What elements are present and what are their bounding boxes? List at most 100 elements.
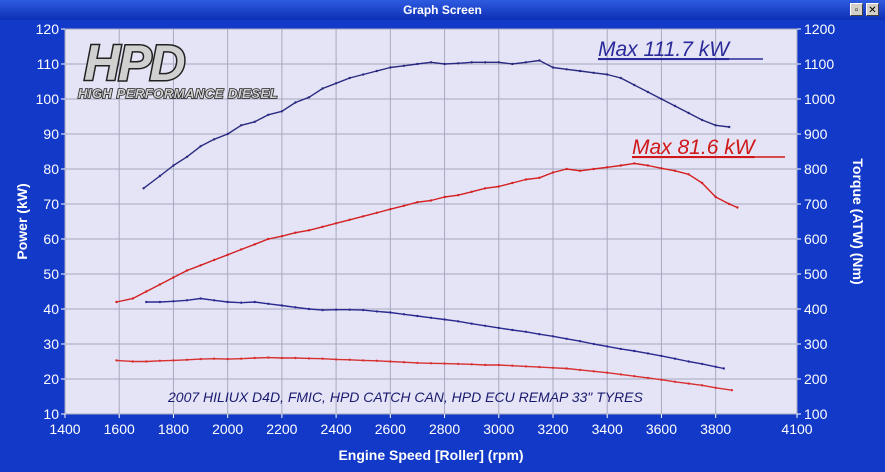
annotation-vehicle-description: 2007 HILIUX D4D, FMIC, HPD CATCH CAN, HP… [167,389,644,405]
plot-area [64,28,798,415]
data-point [714,195,717,199]
data-point [172,359,175,362]
data-point [673,169,677,172]
y-tick-label: 90 [43,126,59,142]
data-point [429,61,433,64]
data-point [660,167,663,170]
y2-tick-label: 600 [804,231,828,247]
close-icon[interactable]: ✕ [866,3,879,16]
y-tick-label: 40 [43,301,59,317]
data-point [185,155,189,158]
x-tick-label: 3400 [592,421,623,437]
data-point [416,201,419,204]
data-point [321,308,324,312]
data-point [443,62,446,66]
data-point [226,357,229,361]
data-point [633,349,636,353]
data-point [334,308,338,311]
data-point [497,326,500,330]
x-tick-label: 1400 [49,421,80,437]
x-tick-label: 1800 [158,421,189,437]
y2-tick-label: 400 [804,301,828,317]
annotation-max-torque-power: Max 111.7 kW [598,38,731,61]
data-point [307,229,311,232]
data-point [158,359,162,362]
data-point [578,340,582,343]
y2-tick-label: 900 [804,126,828,142]
data-point [497,61,500,64]
data-point [714,386,717,389]
data-point [646,164,650,167]
data-point [348,308,351,311]
data-point [145,360,148,363]
data-point [538,333,541,336]
data-point [687,382,690,385]
x-tick-label: 2200 [266,421,297,437]
data-point [728,202,731,206]
data-point [730,389,734,392]
restore-icon[interactable]: ▫ [850,3,863,16]
x-tick-label: 2800 [429,421,460,437]
y2-tick-label: 500 [804,266,828,282]
data-point [402,313,406,316]
data-point [728,125,731,129]
data-point [185,299,189,302]
data-point [700,118,704,122]
data-point [199,297,202,300]
data-point [538,59,541,62]
title-bar: Graph Screen ▫ ✕ [0,0,885,20]
data-point [456,320,460,323]
data-point [551,366,555,369]
data-point [646,352,650,355]
data-point [145,290,148,293]
data-point [646,376,650,380]
data-point [240,357,243,360]
data-point [578,69,582,73]
data-point [375,359,378,362]
data-point [606,371,609,374]
data-point [267,237,270,241]
data-point [722,367,725,370]
y-tick-label: 70 [43,196,59,212]
data-point [470,190,473,193]
data-point [172,164,175,167]
data-point [402,204,406,207]
data-point [660,354,663,358]
data-point [511,62,514,66]
data-point [456,194,460,197]
data-point [172,276,175,279]
y2-tick-label: 1000 [804,91,835,107]
axis-labels: Engine Speed [Roller] (rpm) Power (kW) Tor… [14,158,866,463]
data-point [294,306,297,309]
y2-tick-label: 100 [804,406,828,422]
data-point [511,181,514,185]
data-point [321,357,324,360]
data-point [416,62,419,66]
data-point [443,318,446,321]
data-point [375,69,378,73]
data-point [673,380,677,383]
data-point [484,61,487,64]
data-point [551,171,555,174]
data-point [240,301,243,304]
data-point [199,357,202,361]
data-point [633,83,636,87]
y2-tick-label: 700 [804,196,828,212]
data-point [429,199,433,202]
data-point [497,185,500,188]
data-point [294,231,297,234]
data-point [578,368,582,372]
data-point [307,96,311,99]
data-point [131,360,134,363]
data-point [646,90,650,94]
y2-tick-label: 300 [804,336,828,352]
data-point [551,66,555,69]
data-point [416,314,419,318]
data-point [633,162,636,165]
data-point [565,367,568,370]
data-point [362,73,365,76]
annotation-max-power: Max 81.6 kW [632,136,757,159]
data-point [497,363,500,367]
data-point [142,187,145,190]
